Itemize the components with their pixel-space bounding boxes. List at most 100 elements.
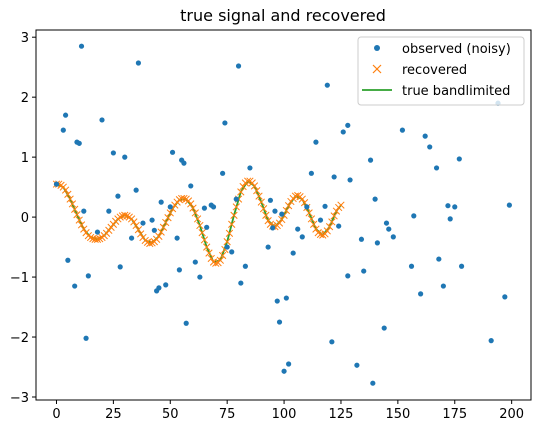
observed-point	[436, 256, 442, 262]
recovered-point	[107, 223, 115, 231]
recovered-point	[307, 215, 316, 223]
observed-point	[440, 283, 446, 289]
recovered-point	[148, 239, 156, 247]
recovered-point	[255, 192, 263, 200]
observed-point	[433, 165, 440, 171]
recovered-point	[328, 218, 336, 226]
observed-point	[128, 235, 135, 241]
observed-point	[411, 213, 417, 219]
recovered-point	[80, 225, 88, 233]
observed-point	[85, 273, 91, 279]
observed-point	[235, 63, 242, 69]
recovered-point	[180, 194, 188, 203]
x-tick-label: 175	[442, 407, 467, 422]
recovered-point	[262, 211, 270, 219]
y-tick-label: 2	[21, 91, 29, 106]
observed-point	[247, 165, 253, 171]
observed-point	[283, 295, 289, 301]
recovered-point	[278, 215, 286, 224]
recovered-point	[216, 256, 224, 264]
recovered-point	[187, 200, 195, 208]
observed-point	[502, 294, 508, 300]
recovered-point	[105, 226, 113, 234]
y-tick-label: 1	[21, 151, 29, 166]
observed-point	[78, 43, 85, 49]
observed-point	[367, 157, 374, 163]
observed-point	[272, 208, 278, 214]
observed-point	[336, 223, 342, 229]
plot-frame	[35, 29, 532, 401]
observed-point	[422, 133, 428, 139]
recovered-point	[294, 191, 302, 200]
recovered-point	[198, 229, 206, 237]
legend-box	[357, 36, 525, 106]
observed-point	[122, 154, 128, 160]
observed-point	[167, 204, 173, 210]
observed-point	[106, 208, 112, 214]
recovered-point	[287, 197, 295, 206]
observed-point	[308, 170, 314, 176]
chart-title: true signal and recovered	[180, 6, 386, 25]
x-tick-label: 75	[219, 407, 236, 422]
observed-point	[374, 240, 380, 246]
y-tick-label: −3	[10, 391, 29, 406]
observed-point	[181, 160, 187, 166]
recovered-point	[166, 209, 174, 217]
y-tick-label: 0	[21, 211, 29, 226]
observed-point	[156, 285, 162, 291]
recovered-point	[64, 190, 72, 198]
observed-point	[133, 187, 139, 193]
recovered-point	[134, 226, 143, 234]
observed-point	[345, 273, 351, 279]
recovered-point	[193, 215, 202, 223]
series-observed	[53, 43, 512, 386]
legend-marker-observed	[374, 45, 380, 51]
recovered-point	[284, 202, 293, 210]
observed-point	[169, 149, 176, 155]
recovered-point	[282, 206, 290, 215]
recovered-point	[205, 249, 213, 257]
recovered-point	[321, 230, 329, 238]
observed-point	[329, 339, 335, 345]
recovered-point	[200, 236, 209, 244]
observed-point	[452, 204, 458, 210]
legend-label-true: true bandlimited	[402, 84, 510, 99]
observed-point	[331, 174, 337, 180]
legend: observed (noisy) recovered true bandlimi…	[357, 36, 525, 106]
recovered-point	[121, 211, 129, 219]
observed-point	[99, 117, 105, 123]
observed-point	[267, 197, 274, 203]
observed-point	[188, 183, 194, 189]
observed-point	[383, 220, 390, 226]
legend-label-observed: observed (noisy)	[402, 42, 511, 57]
observed-point	[279, 211, 285, 217]
recovered-point	[123, 212, 131, 220]
observed-point	[210, 204, 217, 210]
observed-point	[506, 202, 512, 208]
observed-point	[447, 216, 453, 222]
recovered-point	[312, 225, 320, 233]
recovered-point	[196, 221, 204, 230]
observed-point	[115, 193, 121, 199]
observed-point	[317, 217, 324, 223]
observed-point	[94, 229, 101, 235]
observed-point	[358, 236, 365, 242]
recovered-point	[59, 183, 67, 191]
observed-point	[110, 150, 116, 156]
x-tick-label: 125	[329, 407, 354, 422]
observed-point	[220, 170, 226, 176]
observed-point	[295, 226, 301, 232]
recovered-point	[232, 203, 240, 211]
observed-point	[158, 199, 164, 205]
observed-point	[408, 263, 415, 269]
observed-point	[381, 325, 387, 331]
recovered-point	[203, 243, 211, 251]
recovered-point	[73, 211, 81, 219]
observed-point	[192, 259, 198, 265]
observed-point	[324, 82, 330, 88]
observed-point	[65, 257, 71, 263]
x-tick-label: 150	[385, 407, 410, 422]
y-tick-label: 3	[21, 31, 29, 46]
recovered-point	[191, 209, 199, 217]
